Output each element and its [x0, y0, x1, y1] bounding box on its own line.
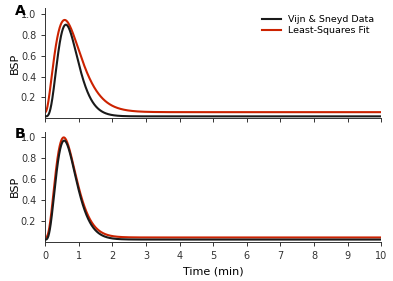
- Y-axis label: BSP: BSP: [9, 176, 19, 197]
- Text: B: B: [15, 127, 26, 141]
- Legend: Vijn & Sneyd Data, Least-Squares Fit: Vijn & Sneyd Data, Least-Squares Fit: [260, 13, 376, 37]
- Text: A: A: [15, 4, 26, 18]
- Y-axis label: BSP: BSP: [9, 53, 19, 74]
- X-axis label: Time (min): Time (min): [183, 266, 244, 276]
